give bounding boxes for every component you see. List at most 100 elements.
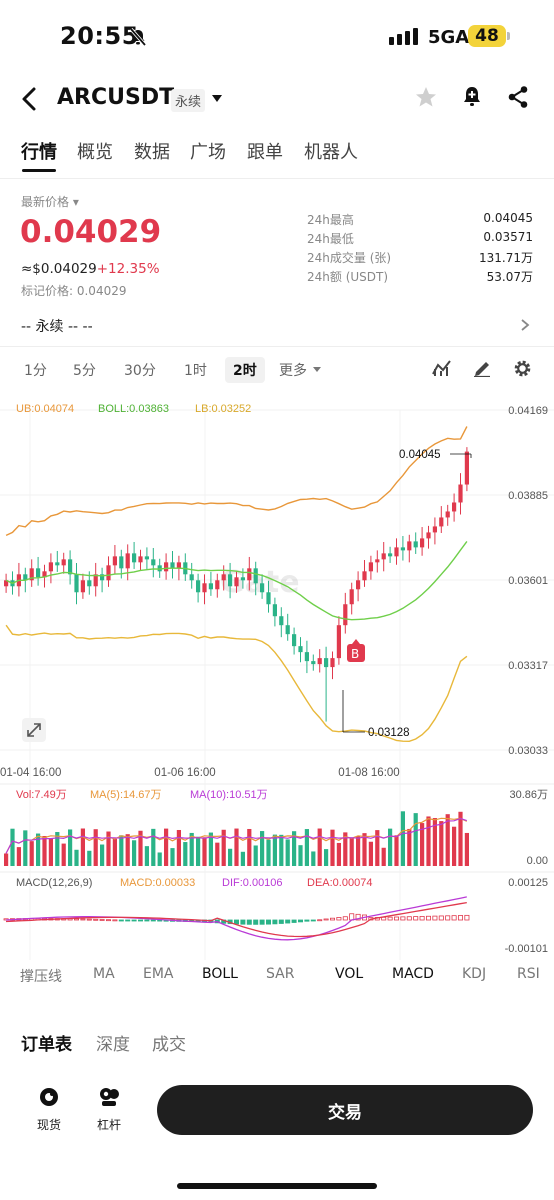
tab-market[interactable]: 行情 [21, 142, 57, 163]
interval-30m[interactable]: 30分 [124, 363, 156, 379]
spot-button[interactable]: 现货 [29, 1086, 69, 1133]
indicator-macd[interactable]: MACD [392, 966, 434, 982]
interval-1h[interactable]: 1时 [184, 363, 207, 379]
volume-bar [228, 848, 233, 866]
candle [317, 658, 322, 665]
volume-bar [157, 852, 162, 866]
candle [336, 625, 341, 659]
macd-legend-params: MACD(12,26,9) [16, 877, 92, 889]
tab-copy-trading[interactable]: 跟单 [247, 142, 283, 163]
indicator-support-resistance[interactable]: 撑压线 [20, 969, 62, 985]
caret-down-icon[interactable] [313, 367, 321, 373]
trade-button[interactable]: 交易 [157, 1085, 533, 1135]
macd-bar [464, 914, 470, 921]
margin-button[interactable]: 杠杆 [89, 1086, 129, 1133]
macd-bar [425, 915, 431, 921]
candle [138, 556, 143, 563]
price-change: +12.35% [96, 261, 160, 277]
boll-mid-legend: BOLL:0.03863 [98, 403, 169, 415]
mark-price: 标记价格: 0.04029 [21, 284, 127, 298]
macd-dif-line [5, 896, 467, 941]
volume-bar [343, 832, 348, 866]
indicator-kdj[interactable]: KDJ [462, 966, 487, 982]
candle [164, 562, 169, 572]
volume-bar [336, 842, 341, 866]
candle [87, 580, 92, 587]
price-axis-tick: 0.03601 [508, 575, 548, 587]
battery-tip [507, 32, 510, 40]
candle [132, 553, 137, 563]
share-icon[interactable] [507, 85, 529, 109]
indicator-boll[interactable]: BOLL [202, 966, 238, 982]
time-axis: 01-04 16:00 01-06 16:00 01-08 16:00 [0, 767, 400, 779]
alarm-add-icon[interactable] [461, 85, 483, 109]
tab-depth[interactable]: 深度 [96, 1035, 130, 1055]
candle [253, 568, 258, 584]
price-chart[interactable]: UB:0.04074 BOLL:0.03863 LB:0.03252 Gate … [0, 390, 554, 960]
funding-row[interactable]: -- 永续 -- -- [21, 319, 93, 335]
macd-bar [93, 918, 99, 921]
macd-bar [131, 919, 137, 922]
candle [388, 553, 393, 557]
stat-value-volume: 131.71万 [479, 251, 533, 265]
volume-bar [330, 829, 335, 866]
volume-bar [29, 841, 34, 866]
candle [106, 565, 111, 581]
indicator-vol[interactable]: VOL [335, 966, 364, 982]
tab-bots[interactable]: 机器人 [304, 142, 358, 163]
macd-bar [112, 919, 118, 922]
star-icon[interactable] [414, 85, 438, 109]
chevron-right-icon[interactable] [520, 318, 530, 332]
volume-bar [215, 842, 220, 866]
latest-price-label[interactable]: 最新价格 ▾ [21, 195, 79, 209]
macd-bar [137, 919, 143, 922]
tab-order-book[interactable]: 订单表 [21, 1035, 72, 1055]
volume-bar [388, 828, 393, 866]
macd-bar [451, 915, 457, 921]
volume-bar [164, 828, 169, 866]
indicator-sar[interactable]: SAR [266, 966, 295, 982]
candle [93, 574, 98, 587]
caret-down-icon[interactable] [212, 95, 222, 103]
tab-trades[interactable]: 成交 [152, 1035, 186, 1055]
price-axis-tick: 0.04169 [508, 405, 548, 417]
interval-2h[interactable]: 2时 [225, 357, 265, 383]
candle [234, 577, 239, 587]
draw-pen-icon[interactable] [472, 359, 492, 377]
volume-bar [151, 828, 156, 866]
interval-1m[interactable]: 1分 [24, 363, 47, 379]
indicator-ema[interactable]: EMA [143, 966, 174, 982]
candle [208, 583, 213, 590]
symbol-title[interactable]: ARCUSDT [57, 85, 175, 110]
low-price-callout: 0.03128 [342, 690, 410, 739]
macd-bar [413, 916, 419, 921]
macd-histogram [3, 913, 470, 925]
volume-bar [202, 837, 207, 866]
settings-gear-icon[interactable] [513, 359, 532, 378]
candle [266, 592, 271, 605]
candle [458, 484, 463, 503]
macd-bar [272, 919, 278, 925]
volume-bar [48, 838, 53, 866]
candle [362, 571, 367, 581]
volume-bar [176, 829, 181, 866]
candle [247, 568, 252, 581]
tab-data[interactable]: 数据 [134, 142, 170, 163]
interval-5m[interactable]: 5分 [73, 363, 96, 379]
indicator-icon[interactable] [432, 359, 452, 377]
back-icon[interactable] [18, 86, 40, 112]
volume-bar [272, 834, 277, 866]
indicator-rsi[interactable]: RSI [517, 966, 540, 982]
vol-legend-ma10: MA(10):10.51万 [190, 789, 268, 801]
volume-bar [144, 846, 149, 866]
candle [407, 541, 412, 551]
candle [202, 583, 207, 593]
volume-bar [356, 836, 361, 866]
tab-square[interactable]: 广场 [190, 142, 226, 163]
interval-more[interactable]: 更多 [279, 363, 307, 379]
tab-overview[interactable]: 概览 [77, 142, 113, 163]
battery-indicator: 48 [468, 25, 506, 47]
indicator-ma[interactable]: MA [93, 966, 115, 982]
macd-bar [99, 919, 105, 921]
volume-bar [375, 830, 380, 866]
